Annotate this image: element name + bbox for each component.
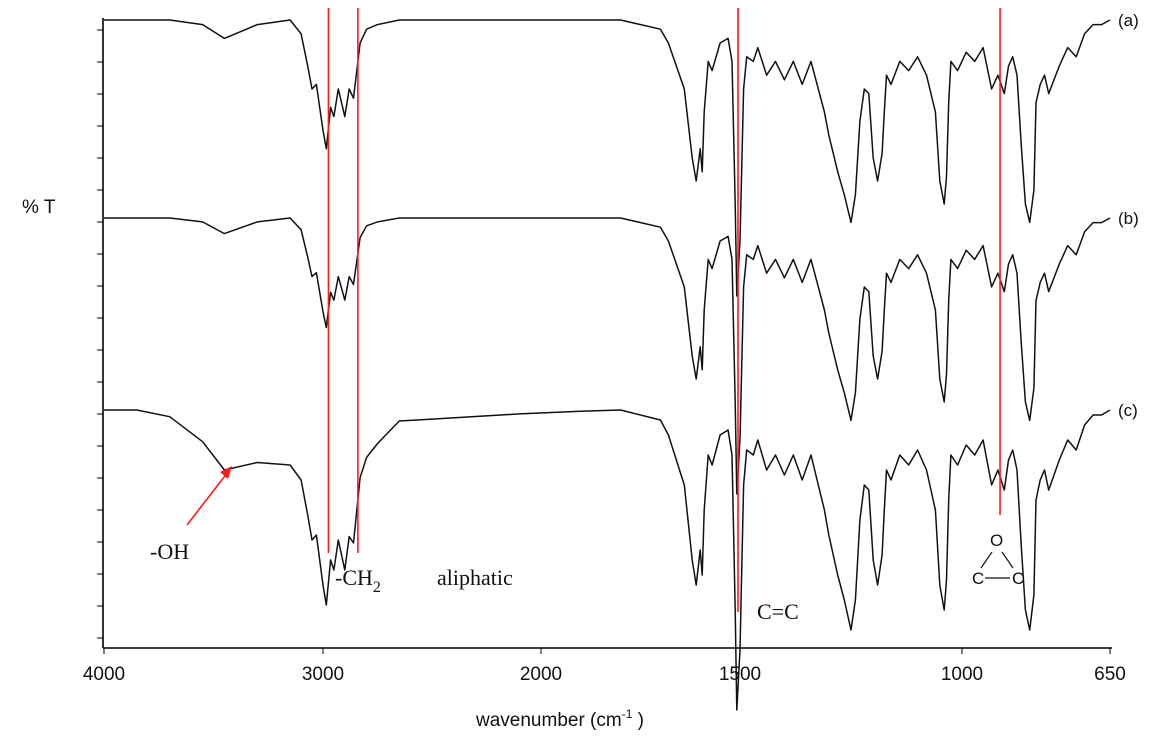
spectrum-line-a	[104, 19, 1111, 297]
epoxide-carbon-right: C	[1012, 569, 1024, 588]
series-labels: (a) (b) (c)	[1118, 11, 1139, 420]
x-axis-title-superscript: -1	[622, 707, 633, 721]
ch2-text: -CH	[335, 565, 373, 590]
x-tick-label: 3000	[302, 664, 344, 685]
x-axis-title: wavenumber (cm-1 )	[475, 707, 644, 731]
x-tick-label: 4000	[83, 664, 125, 685]
ch2-annotation: -CH2	[335, 565, 381, 596]
series-label-c: (c)	[1118, 401, 1138, 420]
c-double-c-annotation: C=C	[757, 599, 799, 624]
x-axis-title-main: wavenumber (cm	[475, 710, 622, 731]
spectrum-line-b	[104, 217, 1111, 495]
band-markers	[327, 8, 1001, 612]
y-axis-ticks	[97, 29, 103, 639]
series-label-b: (b)	[1118, 209, 1139, 228]
spectrum-line-c	[104, 409, 1111, 711]
x-axis-ticks: 4000 3000 2000 1500 1000 650	[83, 648, 1126, 685]
epoxide-oxygen: O	[990, 531, 1003, 550]
x-tick-label: 2000	[520, 664, 562, 685]
ch2-subscript: 2	[373, 579, 381, 596]
x-tick-label: 1500	[719, 664, 761, 685]
x-tick-label: 1000	[941, 664, 983, 685]
series-label-a: (a)	[1118, 11, 1139, 30]
oh-annotation: -OH	[150, 539, 189, 564]
epoxide-carbon-left: C	[972, 569, 984, 588]
oh-arrow	[186, 466, 232, 526]
aliphatic-annotation: aliphatic	[437, 565, 513, 590]
x-tick-label: 650	[1094, 664, 1126, 685]
y-axis: % T	[22, 18, 104, 648]
x-axis-title-close: )	[632, 710, 644, 731]
x-axis: 4000 3000 2000 1500 1000 650 wavenumber (cm-1…	[83, 647, 1126, 731]
y-axis-title: % T	[22, 197, 56, 218]
epoxide-ring-icon: O C C	[972, 531, 1024, 588]
spectra	[104, 19, 1111, 711]
annotations: -OH -CH2 aliphatic C=C O C C	[150, 466, 1024, 624]
